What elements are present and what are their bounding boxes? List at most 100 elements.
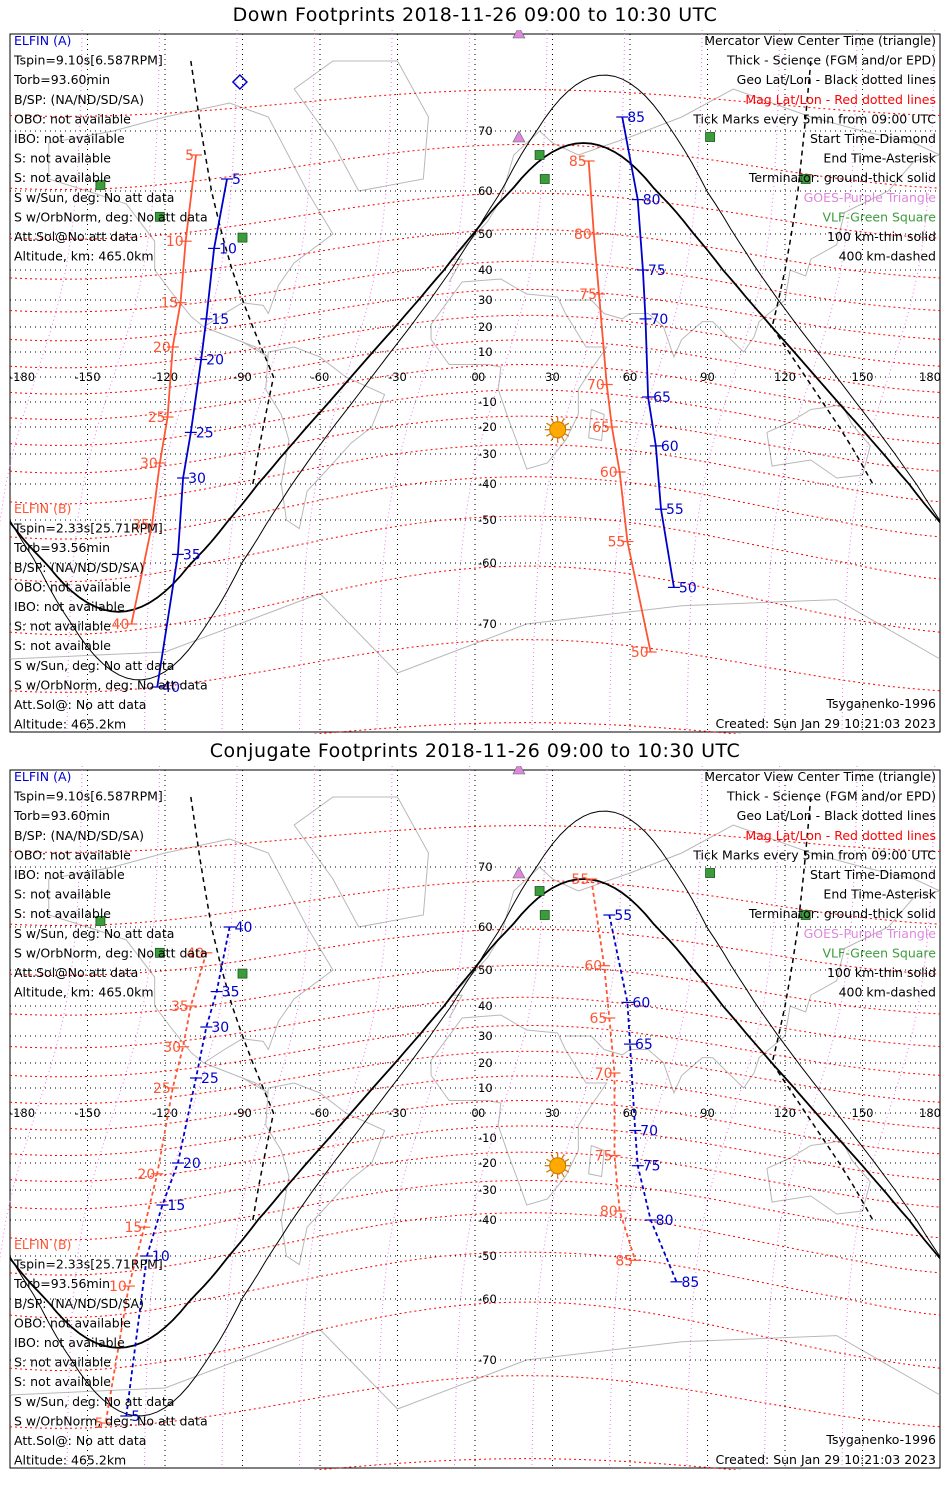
elfin-b-info-line: Att.Sol@: No att data <box>14 697 146 712</box>
elfin-b-track-east <box>587 160 652 653</box>
mag-parallel <box>9 515 941 583</box>
goes-triangle-icon <box>512 130 526 143</box>
elfin-a-tick-label: 25 <box>201 1071 219 1087</box>
mag-meridian <box>609 30 703 730</box>
legend-entry: VLF-Green Square <box>822 209 936 224</box>
elfin-b-tick-label: 85 <box>569 154 587 170</box>
elfin-a-tick-label: 40 <box>162 680 180 696</box>
legend-entry: Terminator: ground-thick solid <box>748 170 936 185</box>
terminator-400km-dashed <box>190 796 275 1221</box>
lat-label: 60 <box>478 920 493 934</box>
elfin-a-info-line: B/SP: (NA/ND/SD/SA) <box>14 828 144 843</box>
mag-grid <box>9 89 941 734</box>
legend-entry: Geo Lat/Lon - Black dotted lines <box>737 808 936 823</box>
lat-label: 20 <box>478 1056 493 1070</box>
sun-icon <box>544 416 571 443</box>
legend-entry: Terminator: ground-thick solid <box>748 906 936 921</box>
coastline <box>448 824 941 1019</box>
elfin-a-header: ELFIN (A) <box>14 769 71 784</box>
elfin-a-tick-label: 75 <box>648 263 666 279</box>
mag-parallel <box>9 565 941 635</box>
coastline <box>430 278 608 470</box>
elfin-a-tick-label: 10 <box>219 241 237 257</box>
mag-parallel <box>9 1251 941 1319</box>
goes-triangle-icon <box>512 30 526 39</box>
mag-parallel <box>9 364 941 420</box>
elfin-b-info-line: OBO: not available <box>14 579 131 594</box>
terminator <box>9 60 941 681</box>
model-label: Tsyganenko-1996 <box>825 1432 936 1447</box>
elfin-b-info-line: Altitude: 465.2km <box>14 717 126 732</box>
mag-parallel <box>310 722 743 734</box>
sun-ray <box>546 433 552 437</box>
elfin-b-info-line: Tspin=2.33s[25.71RPM] <box>13 521 163 536</box>
lat-label: 10 <box>478 345 493 359</box>
elfin-b-info-line: S w/Sun, deg: No att data <box>14 1394 174 1409</box>
model-label: Tsyganenko-1996 <box>825 696 936 711</box>
elfin-a-tick-label: 70 <box>640 1124 658 1140</box>
elfin-b-tick-label: 20 <box>137 1167 155 1183</box>
lat-label: 20 <box>478 320 493 334</box>
vlf-square-icon <box>95 916 106 926</box>
elfin-a-header: ELFIN (A) <box>14 33 71 48</box>
elfin-b-tick-label: 65 <box>592 420 610 436</box>
mag-meridian <box>66 30 161 730</box>
mag-meridian <box>144 30 238 730</box>
info-blocks: ELFIN (A) Tspin=9.10s[6.587RPM] Torb=93.60… <box>13 33 208 732</box>
lon-label: 30 <box>545 370 560 384</box>
lon-label: -120 <box>152 370 178 384</box>
lat-label: -20 <box>478 1156 497 1170</box>
elfin-a-tick-label: 15 <box>211 312 229 328</box>
mag-parallel <box>9 1024 941 1078</box>
lon-label: -30 <box>388 1106 407 1120</box>
elfin-b-info-line: Torb=93.56min <box>13 540 110 555</box>
lon-label: 30 <box>545 1106 560 1120</box>
mag-parallel <box>9 639 941 693</box>
mag-parallel <box>9 339 941 395</box>
elfin-b-tick-label: 70 <box>587 378 605 394</box>
elfin-b-tick-label: 80 <box>600 1204 618 1220</box>
legend-entry: Mercator View Center Time (triangle) <box>704 769 936 784</box>
mag-meridian <box>764 766 858 1466</box>
lat-label: 50 <box>478 963 493 977</box>
elfin-a-tick-label: 40 <box>235 920 253 936</box>
created-label: Created: Sun Jan 29 10:21:03 2023 <box>716 1452 936 1467</box>
elfin-b-track-west <box>130 154 197 625</box>
goes-triangle-icon <box>512 866 526 879</box>
mag-meridian <box>299 766 393 1466</box>
elfin-b-tick-label: 25 <box>153 1081 171 1097</box>
mag-parallel <box>9 879 941 927</box>
geo-grid <box>9 34 941 732</box>
elfin-a-tick-label: 15 <box>167 1198 185 1214</box>
legend-entry: 400 km-dashed <box>839 985 936 1000</box>
mag-parallel <box>9 996 941 1049</box>
mag-meridian <box>686 30 781 730</box>
mag-meridian <box>841 766 936 1466</box>
lon-label: 180 <box>919 370 941 384</box>
elfin-a-tick-label: 20 <box>183 1156 201 1172</box>
elfin-a-info-line: OBO: not available <box>14 847 131 862</box>
lat-label: 0 <box>478 1106 485 1120</box>
elfin-a-tick-label: 10 <box>152 1249 170 1265</box>
lon-label: 150 <box>852 1106 874 1120</box>
elfin-a-info-line: Att.Sol@No att data <box>14 229 138 244</box>
elfin-a-info-line: Altitude, km: 465.0km <box>14 985 154 1000</box>
mag-meridian <box>0 30 83 527</box>
mag-meridian <box>531 30 626 730</box>
mag-parallel <box>9 389 941 446</box>
mag-meridian <box>841 30 936 730</box>
sun-ray <box>564 422 570 427</box>
legend-entry: Geo Lat/Lon - Black dotted lines <box>737 72 936 87</box>
elfin-b-info-line: OBO: not available <box>14 1315 131 1330</box>
mag-meridian <box>686 766 781 1466</box>
elfin-a-track-west <box>125 926 231 1417</box>
mag-parallel <box>9 928 941 976</box>
legend-entry: 100 km-thin solid <box>827 229 936 244</box>
elfin-a-tick-label: 50 <box>679 580 697 596</box>
legend-entry: Start Time-Diamond <box>810 867 936 882</box>
elfin-b-tick-label: 30 <box>140 456 158 472</box>
vlf-square-icon <box>237 232 248 243</box>
legend: Mercator View Center Time (triangle) Thic… <box>692 33 937 264</box>
axis-labels: -180 -150 -120 -90 -60 -30 0 30 60 90 120 150 180706… <box>9 124 941 631</box>
elfin-b-info-line: S w/OrbNorm, deg: No att data <box>14 677 208 692</box>
